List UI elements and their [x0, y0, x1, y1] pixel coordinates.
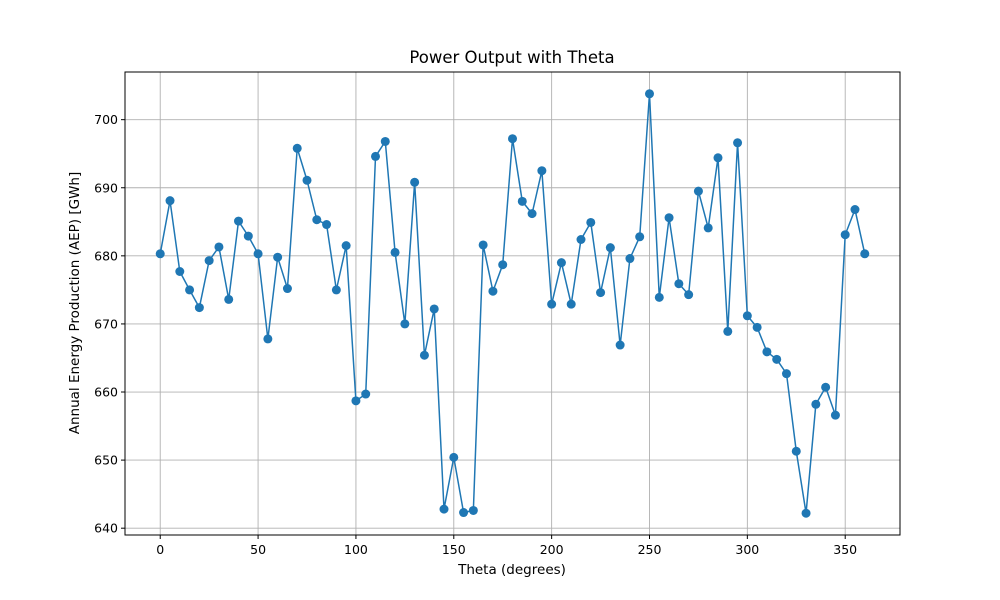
data-point [439, 504, 449, 514]
data-point [850, 205, 860, 215]
data-point [772, 354, 782, 364]
data-point [840, 230, 850, 240]
grid-lines [125, 72, 900, 535]
data-point [419, 350, 429, 360]
data-point [733, 138, 743, 148]
data-point [644, 89, 654, 99]
data-point [821, 382, 831, 392]
data-point [478, 240, 488, 250]
x-tick-label: 350 [833, 542, 857, 557]
data-point [253, 249, 263, 259]
x-tick-label: 200 [540, 542, 564, 557]
data-point [204, 256, 214, 266]
data-point [155, 249, 165, 259]
data-point [302, 175, 312, 185]
data-point [586, 217, 596, 227]
data-point [781, 369, 791, 379]
data-point [459, 508, 469, 518]
data-point [351, 396, 361, 406]
data-point [693, 186, 703, 196]
data-point [517, 196, 527, 206]
data-point [801, 508, 811, 518]
chart-title: Power Output with Theta [409, 48, 614, 67]
data-point [498, 260, 508, 270]
data-point [331, 285, 341, 295]
data-point [615, 340, 625, 350]
data-point [791, 446, 801, 456]
data-point [508, 134, 517, 144]
series-line [159, 93, 866, 514]
y-tick-label: 650 [94, 453, 118, 468]
data-point [664, 213, 674, 223]
data-point [361, 389, 371, 399]
x-tick-label: 50 [250, 542, 266, 557]
data-point [488, 286, 498, 296]
data-point [566, 299, 576, 309]
data-point [292, 143, 302, 153]
data-point [605, 243, 615, 253]
data-point [635, 232, 645, 242]
x-tick-label: 250 [638, 542, 662, 557]
data-point [341, 241, 351, 251]
data-point [224, 294, 234, 304]
data-point [762, 347, 772, 357]
data-point [527, 209, 537, 219]
data-point [752, 322, 762, 332]
data-point [390, 247, 400, 257]
data-point [400, 319, 410, 329]
data-point [674, 279, 684, 289]
data-point [684, 290, 694, 300]
x-tick-label: 0 [156, 542, 164, 557]
y-tick-label: 680 [94, 248, 118, 263]
data-point [263, 334, 273, 344]
x-tick-label: 100 [344, 542, 368, 557]
y-tick-label: 700 [94, 112, 118, 127]
data-point [273, 252, 283, 262]
data-point [234, 216, 244, 226]
data-point [371, 151, 381, 161]
y-tick-label: 640 [94, 521, 118, 536]
data-point [860, 249, 870, 259]
data-point [703, 223, 713, 233]
data-point [713, 153, 723, 163]
data-point [312, 215, 322, 225]
data-point [185, 285, 195, 295]
data-point [576, 234, 586, 244]
data-point [723, 326, 733, 336]
data-point [596, 288, 606, 298]
series-aep [155, 89, 870, 518]
data-point [194, 303, 204, 313]
x-axis-label: Theta (degrees) [457, 562, 566, 578]
data-point [243, 231, 253, 241]
data-point [410, 177, 420, 187]
plot-frame [124, 71, 901, 536]
x-tick-label: 150 [442, 542, 466, 557]
data-point [830, 410, 840, 420]
x-tick-label: 300 [735, 542, 759, 557]
data-point [742, 311, 752, 321]
data-point [537, 166, 547, 176]
axis-ticks: 0 50 100 150 200 250 300 350 640 650 660 670 680 690 7… [94, 112, 857, 557]
data-point [625, 254, 635, 264]
y-tick-label: 660 [94, 385, 118, 400]
data-point [547, 299, 557, 309]
data-point [380, 136, 390, 146]
data-point [165, 196, 175, 206]
data-point [556, 258, 566, 268]
data-point [214, 242, 224, 252]
y-axis-label: Annual Energy Production (AEP) [GWh] [67, 172, 83, 435]
data-point [175, 266, 185, 276]
data-point [322, 220, 332, 230]
data-point [449, 452, 459, 462]
data-point [468, 505, 478, 515]
data-point [282, 284, 292, 294]
y-tick-label: 690 [94, 180, 118, 195]
data-point [811, 399, 821, 409]
y-tick-label: 670 [94, 316, 118, 331]
data-point [429, 304, 439, 314]
data-point [654, 292, 664, 302]
